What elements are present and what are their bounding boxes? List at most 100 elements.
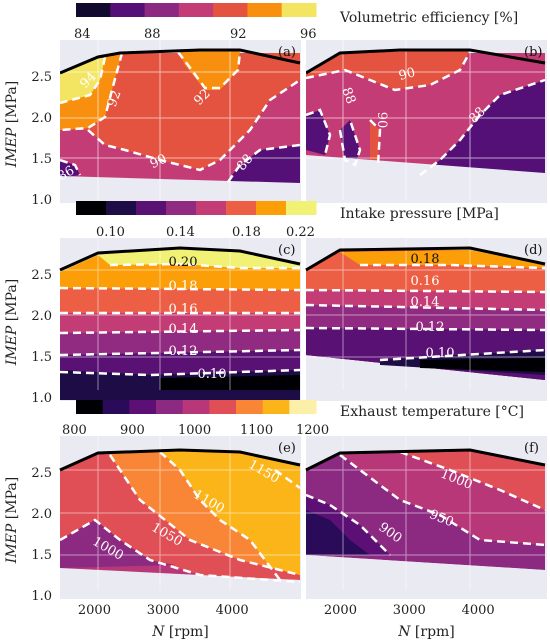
region-1050-1100 <box>400 450 545 510</box>
colorbar-tick: 0.10 <box>96 225 125 240</box>
colorbar-swatch <box>209 400 237 414</box>
x-tick-label: 2000 <box>78 603 111 618</box>
y-axis-label: IMEP [MPa] <box>4 81 20 168</box>
y-tick-label: 1.5 <box>31 152 52 167</box>
contour-label: 0.18 <box>169 279 198 294</box>
y-axis-label: IMEP [MPa] <box>4 477 20 564</box>
panel-label: (a) <box>278 45 296 60</box>
axes: 1.0 1.5 2.0 2.5 IMEP [MPa] 1.0 1.5 2.0 2.5 IMEP [… <box>4 70 495 640</box>
colorbar-swatch <box>196 201 227 215</box>
contour-label: 0.14 <box>411 295 440 310</box>
y-tick-label: 2.0 <box>31 111 52 126</box>
panel-b: 90 88 90 88 (b) <box>306 40 547 203</box>
x-axis-label: N [rpm] <box>151 624 209 640</box>
colorbar-swatch <box>144 3 180 17</box>
colorbar-swatch <box>136 201 167 215</box>
y-tick-label: 2.5 <box>31 70 52 85</box>
x-tick-label: 3000 <box>147 603 180 618</box>
colorbar-swatch <box>178 3 214 17</box>
contour-label: 0.12 <box>169 344 198 359</box>
region-92-94-b <box>178 50 240 90</box>
y-tick-label: 1.0 <box>31 193 52 208</box>
panel-a: 94 92 92 90 88 86 (a) <box>55 40 301 203</box>
region-86-88-l <box>60 160 80 178</box>
colorbar-tick: 0.14 <box>166 225 195 240</box>
y-tick-label: 1.5 <box>31 548 52 563</box>
colorbar-title: Volumetric efficiency [%] <box>339 10 518 26</box>
region-0.18-0.20 <box>340 250 545 268</box>
colorbar-swatch <box>76 400 104 414</box>
colorbar-intake-pressure: Intake pressure [MPa] 0.10 0.14 0.18 0.2… <box>76 201 499 240</box>
y-tick-label: 2.0 <box>31 309 52 324</box>
contour-label: 0.20 <box>169 255 198 270</box>
x-tick-label: 2000 <box>324 603 357 618</box>
contour-label: 0.16 <box>169 302 198 317</box>
colorbar-tick: 88 <box>144 27 161 42</box>
colorbar-tick: 800 <box>62 423 87 438</box>
contour-label: 0.16 <box>411 274 440 289</box>
colorbar-swatch <box>156 400 184 414</box>
contour-label: 0.10 <box>426 346 455 361</box>
contour-label: 0.10 <box>198 367 227 382</box>
region-850-900 <box>306 510 370 555</box>
colorbar-tick: 0.18 <box>232 225 261 240</box>
colorbar-swatch <box>256 201 287 215</box>
panel-d: 0.18 0.16 0.14 0.12 0.10 (d) <box>305 238 547 401</box>
colorbar-exhaust-temperature: Exhaust temperature [°C] 800 900 1000 11… <box>62 400 524 438</box>
colorbar-title: Intake pressure [MPa] <box>340 206 499 222</box>
colorbar-tick: 84 <box>74 27 91 42</box>
colorbar-swatch <box>286 201 317 215</box>
colorbar-swatch <box>247 3 283 17</box>
y-tick-label: 1.0 <box>31 391 52 406</box>
y-tick-label: 2.0 <box>31 507 52 522</box>
colorbar-swatch <box>110 3 146 17</box>
contour-label: 0.14 <box>169 322 198 337</box>
region-lowest <box>420 358 545 372</box>
region-90-92 <box>306 50 470 90</box>
colorbar-tick: 900 <box>120 423 145 438</box>
colorbar-swatch <box>76 3 111 17</box>
colorbar-swatch <box>281 3 317 17</box>
contour-label: 92 <box>105 88 125 109</box>
colorbar-swatch <box>166 201 197 215</box>
contour-label: 90 <box>397 65 417 84</box>
colorbar-tick: 1000 <box>178 423 211 438</box>
panel-label: (e) <box>278 441 296 456</box>
colorbar-swatch <box>76 201 107 215</box>
x-tick-label: 3000 <box>393 603 426 618</box>
colorbar-tick: 1200 <box>296 423 329 438</box>
colorbar-swatch <box>213 3 248 17</box>
colorbar-swatch <box>102 400 130 414</box>
contour-label: 0.18 <box>411 252 440 267</box>
contour-label: 0.12 <box>416 320 445 335</box>
colorbar-volumetric-efficiency: Volumetric efficiency [%] 84 88 92 96 <box>74 3 518 42</box>
y-tick-label: 1.0 <box>31 589 52 604</box>
panel-label: (c) <box>278 243 295 258</box>
panel-label: (d) <box>524 243 542 258</box>
contour-label: 90 <box>148 152 169 173</box>
panel-c: 0.20 0.18 0.16 0.14 0.12 0.10 (c) <box>59 238 301 401</box>
panel-e: 1150 1100 1050 1000 (e) <box>59 436 301 599</box>
region-0.20-0.22 <box>98 248 300 268</box>
colorbar-swatch <box>262 400 290 414</box>
colorbar-swatch <box>129 400 157 414</box>
colorbar-tick: 92 <box>230 27 247 42</box>
colorbar-tick: 0.22 <box>286 225 315 240</box>
y-tick-label: 2.5 <box>31 268 52 283</box>
panel-f: 1000 950 900 (f) <box>305 436 547 599</box>
outside-domain <box>306 155 545 200</box>
x-tick-label: 4000 <box>216 603 249 618</box>
outside-domain <box>60 568 300 599</box>
colorbar-swatch <box>236 400 264 414</box>
colorbar-tick: 1100 <box>240 423 273 438</box>
x-axis-label: N [rpm] <box>397 624 455 640</box>
contour-label: 90 <box>374 112 389 129</box>
outside-domain <box>306 555 545 599</box>
colorbar-swatch <box>106 201 137 215</box>
region-86-88-b <box>340 120 360 165</box>
y-tick-label: 2.5 <box>31 466 52 481</box>
outside-domain <box>60 176 300 200</box>
region-86-88-c <box>420 80 545 180</box>
panel-label: (b) <box>524 45 542 60</box>
